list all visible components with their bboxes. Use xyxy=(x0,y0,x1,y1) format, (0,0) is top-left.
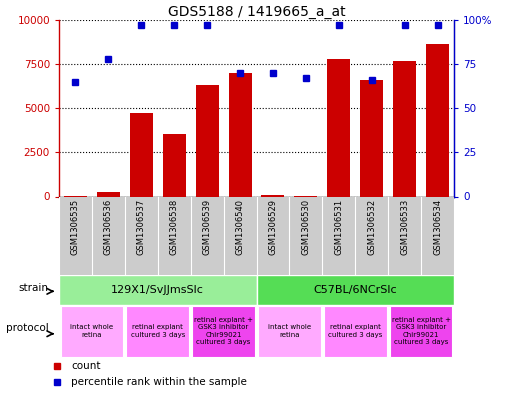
Text: protocol: protocol xyxy=(6,323,48,333)
Text: GSM1306533: GSM1306533 xyxy=(400,199,409,255)
Bar xyxy=(393,61,416,196)
Text: GSM1306539: GSM1306539 xyxy=(203,199,212,255)
Bar xyxy=(390,306,452,356)
Text: GSM1306536: GSM1306536 xyxy=(104,199,113,255)
Bar xyxy=(163,134,186,196)
Bar xyxy=(426,44,449,196)
Bar xyxy=(262,195,285,196)
Text: intact whole
retina: intact whole retina xyxy=(70,324,113,338)
Bar xyxy=(192,306,255,356)
Bar xyxy=(360,80,383,196)
Text: GSM1306531: GSM1306531 xyxy=(334,199,343,255)
Bar xyxy=(258,306,321,356)
Text: retinal explant +
GSK3 inhibitor
Chir99021
cultured 3 days: retinal explant + GSK3 inhibitor Chir990… xyxy=(194,317,253,345)
Bar xyxy=(97,192,120,196)
Text: GSM1306537: GSM1306537 xyxy=(137,199,146,255)
Bar xyxy=(127,306,189,356)
Bar xyxy=(61,306,123,356)
Bar xyxy=(327,59,350,196)
Text: strain: strain xyxy=(18,283,48,293)
Text: GSM1306532: GSM1306532 xyxy=(367,199,376,255)
Bar xyxy=(228,73,251,196)
Text: GSM1306540: GSM1306540 xyxy=(235,199,245,255)
Bar xyxy=(256,275,454,305)
Text: GSM1306538: GSM1306538 xyxy=(170,199,179,255)
Text: retinal explant
cultured 3 days: retinal explant cultured 3 days xyxy=(131,324,185,338)
Text: intact whole
retina: intact whole retina xyxy=(268,324,311,338)
Text: GSM1306534: GSM1306534 xyxy=(433,199,442,255)
Text: 129X1/SvJJmsSlc: 129X1/SvJJmsSlc xyxy=(111,285,204,295)
Bar xyxy=(59,275,256,305)
Bar xyxy=(195,85,219,196)
Text: retinal explant
cultured 3 days: retinal explant cultured 3 days xyxy=(328,324,382,338)
Bar xyxy=(324,306,386,356)
Text: count: count xyxy=(71,362,101,371)
Bar xyxy=(130,114,153,196)
Title: GDS5188 / 1419665_a_at: GDS5188 / 1419665_a_at xyxy=(168,5,345,18)
Text: percentile rank within the sample: percentile rank within the sample xyxy=(71,377,247,387)
Text: retinal explant +
GSK3 inhibitor
Chir99021
cultured 3 days: retinal explant + GSK3 inhibitor Chir990… xyxy=(391,317,450,345)
Text: C57BL/6NCrSlc: C57BL/6NCrSlc xyxy=(313,285,397,295)
Text: GSM1306535: GSM1306535 xyxy=(71,199,80,255)
Text: GSM1306530: GSM1306530 xyxy=(301,199,310,255)
Text: GSM1306529: GSM1306529 xyxy=(268,199,278,255)
